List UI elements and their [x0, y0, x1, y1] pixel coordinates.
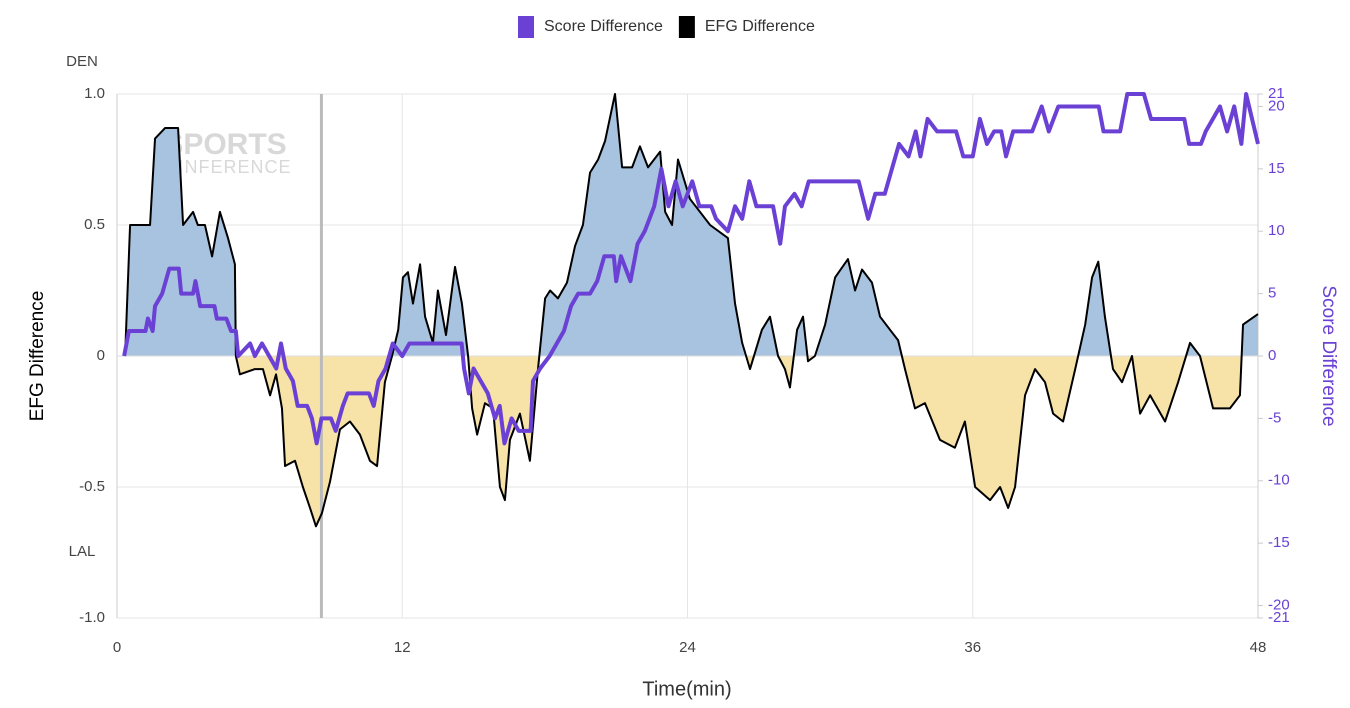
legend-label: EFG Difference	[705, 18, 815, 35]
y2-tick-label: -21	[1268, 609, 1290, 626]
legend-swatch	[518, 16, 534, 38]
legend-swatch	[678, 16, 695, 38]
legend-label: Score Difference	[544, 18, 663, 35]
y2-tick-label: 21	[1268, 85, 1285, 102]
y-tick-label: -0.5	[79, 478, 105, 495]
y-tick-label: 1.0	[84, 85, 105, 102]
y2-tick-label: 20	[1268, 97, 1285, 114]
watermark: INFERENCE	[178, 157, 291, 177]
x-tick-label: 48	[1250, 639, 1267, 656]
y2-tick-label: -10	[1268, 472, 1290, 489]
annotation: LAL	[69, 543, 96, 560]
series-line	[124, 93, 1259, 528]
watermark: SPORTS	[163, 128, 286, 161]
y2-tick-label: -20	[1268, 596, 1290, 613]
annotation: DEN	[66, 53, 98, 70]
x-tick-label: 24	[679, 639, 696, 656]
y-tick-label: 0.5	[84, 216, 105, 233]
x-tick-label: 36	[964, 639, 981, 656]
y-axis-title: EFG Difference	[27, 291, 48, 422]
x-axis-title: Time(min)	[642, 678, 731, 700]
y-tick-label: -1.0	[79, 609, 105, 626]
y2-tick-label: 10	[1268, 222, 1285, 239]
area-positive	[125, 94, 1258, 356]
x-tick-label: 0	[113, 639, 121, 656]
y2-tick-label: -15	[1268, 534, 1290, 551]
y2-tick-label: -5	[1268, 409, 1281, 426]
x-tick-label: 12	[394, 639, 411, 656]
y-tick-label: 0	[97, 347, 105, 364]
y2-tick-label: 5	[1268, 285, 1276, 302]
series-line	[122, 92, 1260, 446]
y2-tick-label: 0	[1268, 347, 1276, 364]
y2-axis-title: Score Difference	[1318, 285, 1339, 426]
y2-tick-label: 15	[1268, 160, 1285, 177]
